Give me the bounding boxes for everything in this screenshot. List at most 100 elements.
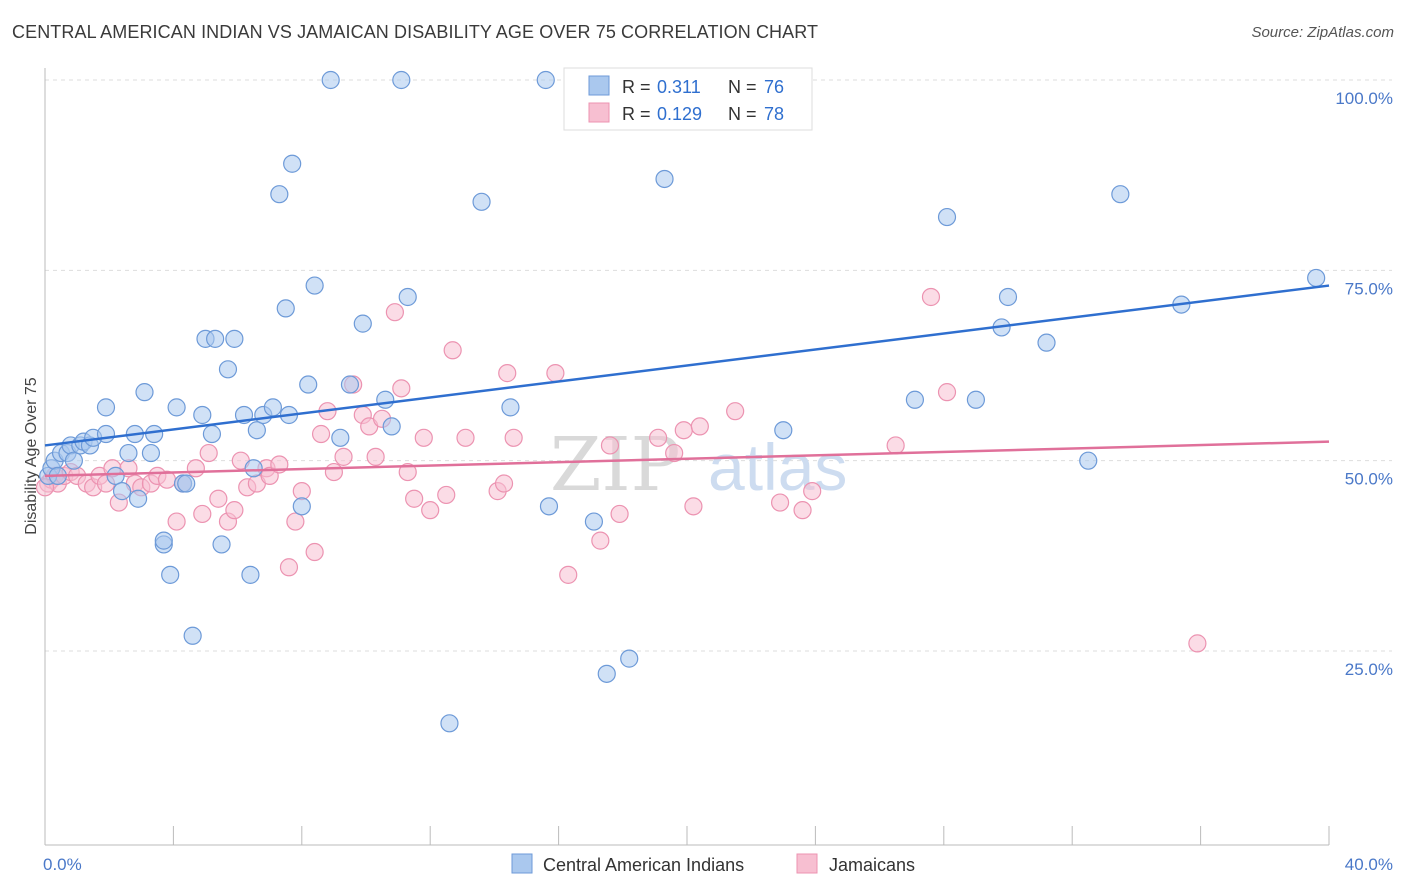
legend-r-label: R = [622,104,651,124]
data-point [937,207,957,227]
legend-r-value: 0.311 [657,77,701,97]
data-point [655,169,674,189]
data-point [112,482,132,501]
data-point [270,185,289,204]
data-point [443,341,462,360]
y-tick-label: 25.0% [1345,660,1393,679]
data-point [96,398,116,417]
data-point [212,535,231,554]
data-point [263,398,283,417]
data-point [286,512,305,531]
data-point [96,424,116,444]
data-point [498,364,517,383]
data-point [1188,634,1207,653]
data-point [244,459,263,478]
data-point [106,466,125,485]
data-point [145,424,164,444]
legend-n-label: N = [728,104,757,124]
y-tick-label: 100.0% [1335,89,1393,108]
data-point [793,501,812,520]
legend-label-jamaicans: Jamaicans [829,855,915,875]
data-point [620,649,639,668]
data-point [340,375,360,394]
data-point [886,436,905,455]
data-point [414,428,433,447]
legend-swatch-pink [588,102,610,123]
data-point [690,417,709,436]
data-point [186,459,205,478]
legend-label-central-american-indians: Central American Indians [543,855,744,875]
y-tick-label: 50.0% [1345,470,1393,489]
data-point [209,489,228,508]
data-point [726,402,745,421]
data-point [437,485,456,505]
data-point [546,364,565,383]
data-point [276,299,295,318]
data-point [311,424,331,444]
data-point [193,504,212,524]
data-point [421,501,440,520]
data-point [392,379,411,398]
series-central-american-indians [39,70,1326,733]
data-point [494,474,514,493]
data-point [305,276,324,295]
data-point [536,70,555,90]
data-point [135,383,154,402]
data-point [774,421,793,440]
data-point [405,489,424,508]
x-tick-label: 40.0% [1345,855,1393,874]
axes [44,68,1330,846]
data-point [398,462,417,482]
chart-source: Source: ZipAtlas.com [1251,24,1394,41]
data-point [206,329,225,348]
data-point [292,482,311,501]
data-point [247,421,266,440]
data-point [279,558,299,577]
data-point [398,287,417,307]
data-point [803,482,822,501]
data-point [193,405,212,425]
data-point [167,398,186,417]
data-point [241,565,260,584]
data-point [684,497,703,516]
data-point [324,462,343,482]
x-tick-label: 0.0% [43,855,82,874]
data-point [283,154,302,173]
data-point [183,626,202,645]
data-point [440,714,459,733]
data-point [376,390,395,409]
data-point [154,531,173,550]
legend-n-value: 76 [764,77,784,97]
legend-r-label: R = [622,77,651,97]
trend-line-central-american-indians [44,284,1330,447]
data-point [591,531,610,550]
data-point [385,303,404,322]
data-point [1111,185,1130,204]
data-point [649,428,668,447]
data-point [392,70,411,90]
data-point [966,390,986,409]
data-point [202,424,222,444]
data-point [665,443,684,463]
data-point [225,329,244,348]
data-point [559,565,578,584]
data-point [64,451,83,470]
data-point [597,664,616,683]
data-point [674,421,693,440]
data-point [167,512,186,531]
trend-lines [44,284,1330,478]
data-point [199,443,218,463]
x-tick-labels: 0.0% 40.0% [43,855,1393,874]
data-point [1079,451,1098,470]
data-point [921,287,941,307]
data-point [161,565,180,584]
data-point [1037,333,1056,352]
data-point [292,497,311,516]
data-point [353,314,372,333]
data-point [225,501,244,520]
watermark: ZIP atlas [550,422,847,508]
watermark-atlas: atlas [708,430,847,504]
data-point [119,443,138,463]
data-point [501,398,520,417]
